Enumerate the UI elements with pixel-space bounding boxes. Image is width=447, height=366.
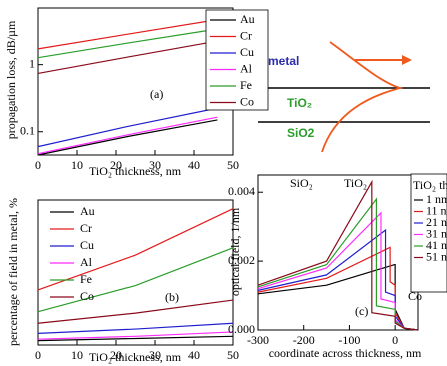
series-line [257, 228, 419, 331]
tio2-label: TiO₂ [287, 96, 312, 110]
x-tick-label: 40 [188, 348, 200, 362]
series-line [37, 331, 234, 340]
legend-label: 31 nm [426, 226, 447, 240]
annotation: (a) [150, 87, 163, 101]
series-line [37, 28, 218, 59]
series-line [37, 116, 218, 155]
legend-label: Co [80, 289, 94, 303]
legend-label: Cr [240, 28, 252, 42]
x-tick-label: 50 [227, 348, 239, 362]
y-tick-label: 0.1 [20, 123, 35, 137]
series-line [37, 19, 218, 50]
legend-label: Cu [80, 238, 94, 252]
annotation: (c) [355, 304, 368, 318]
series-line [37, 119, 218, 156]
y-tick-label: 0.004 [228, 184, 255, 198]
x-tick-label: 50 [227, 158, 239, 172]
x-tick-label: 10 [71, 158, 83, 172]
field-curve [321, 41, 404, 153]
metal-label: metal [268, 54, 299, 68]
legend-label: Fe [80, 272, 92, 286]
legend-label: 11 nm [426, 203, 447, 217]
x-tick-label: 30 [149, 348, 161, 362]
annotation: TiO₂ [344, 176, 367, 190]
series-line [37, 107, 218, 148]
series-line [37, 299, 234, 324]
x-tick-label: 0 [35, 158, 41, 172]
x-tick-label: 0 [35, 348, 41, 362]
plot-frame [257, 174, 419, 331]
legend-box [410, 173, 447, 293]
legend-label: Co [240, 94, 254, 108]
annotation: Co [408, 289, 422, 303]
x-tick-label: 0 [392, 333, 398, 347]
legend-label: 41 nm [426, 238, 447, 252]
series-line [257, 211, 419, 331]
series-line [257, 246, 419, 331]
legend-label: Au [240, 12, 255, 26]
x-tick-label: -100 [338, 333, 360, 347]
series-line [37, 335, 234, 342]
legend-box [205, 9, 269, 111]
legend-label: Fe [240, 78, 252, 92]
series-line [257, 263, 419, 331]
series-line [37, 208, 234, 291]
series-line [37, 322, 234, 334]
y-axis-label: percentage of field in metal, % [6, 198, 20, 346]
series-line [257, 179, 419, 331]
x-tick-label: 30 [149, 158, 161, 172]
legend-label: Al [80, 255, 93, 269]
legend-label: 1 nm [426, 192, 447, 206]
x-tick-label: 10 [71, 348, 83, 362]
diagram: metal TiO₂ SiO2 [258, 41, 430, 153]
plot-frame [37, 199, 234, 346]
x-tick-label: -300 [247, 333, 269, 347]
arrow-head [402, 55, 412, 65]
sio2-label: SiO2 [287, 126, 315, 140]
x-tick-label: -200 [293, 333, 315, 347]
series-line [37, 247, 234, 313]
legend-label: Al [240, 61, 253, 75]
legend-label: Cr [80, 221, 92, 235]
x-axis-label: coordinate across thickness, nm [269, 346, 422, 360]
y-tick-label: 0.002 [228, 253, 255, 267]
annotation: SiO₂ [290, 176, 313, 190]
y-tick-label: 0.000 [228, 322, 255, 336]
x-tick-label: 20 [110, 158, 122, 172]
legend-label: Cu [240, 45, 254, 59]
x-axis-label: TiO₂ thickness, nm [89, 164, 182, 178]
series-line [37, 40, 218, 75]
legend-label: Au [80, 204, 95, 218]
legend-title: TiO₂ thickness [413, 178, 447, 192]
y-axis-label: propagation loss, dB/µm [4, 20, 18, 139]
x-tick-label: 40 [188, 158, 200, 172]
x-tick-label: 20 [110, 348, 122, 362]
legend-label: 51 nm [426, 249, 447, 263]
y-tick-label: 1 [29, 56, 35, 70]
annotation: (b) [165, 290, 179, 304]
x-axis-label: TiO₂ thickness, nm [89, 350, 182, 364]
y-axis-label: optical field, 1/nm [228, 207, 242, 296]
legend-label: 21 nm [426, 215, 447, 229]
